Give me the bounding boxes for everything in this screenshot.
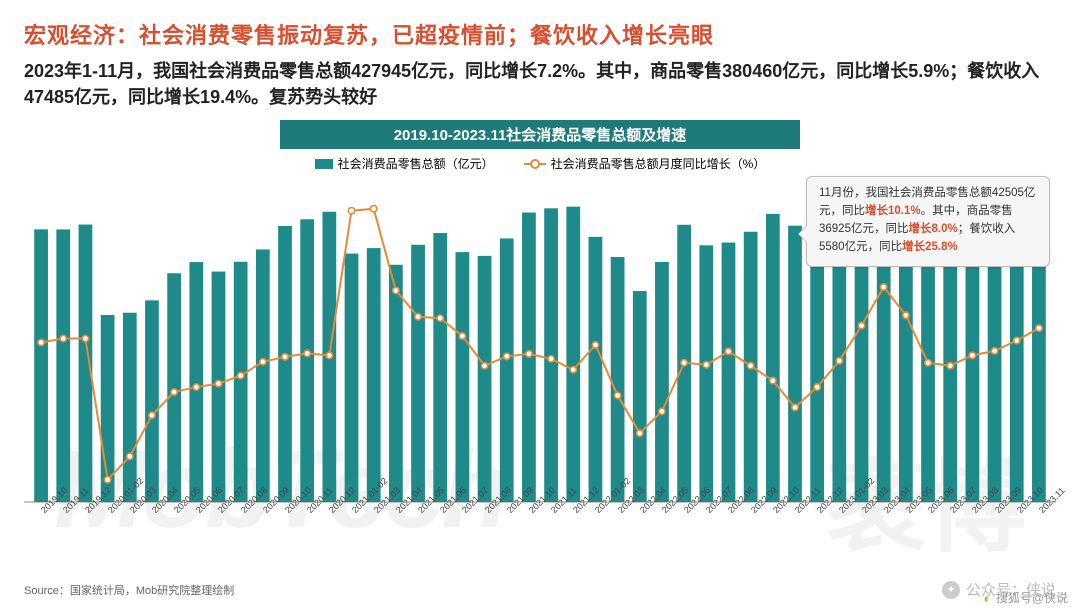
annotation-callout: 11月份，我国社会消费品零售总额42505亿元，同比增长10.1%。其中，商品零… <box>806 176 1050 267</box>
note-h2: 增长8.0% <box>908 223 957 235</box>
chart-legend: 社会消费品零售总额（亿元） 社会消费品零售总额月度同比增长（%） <box>24 155 1056 172</box>
chart-area: MobTech 袤博 11月份，我国社会消费品零售总额42505亿元，同比增长1… <box>24 176 1056 556</box>
note-h3: 增长25.8% <box>902 241 958 253</box>
legend-bar-label: 社会消费品零售总额（亿元） <box>338 155 494 172</box>
wechat-icon: ✦ <box>942 581 960 599</box>
source-label: Source： <box>24 585 70 597</box>
note-h1: 增长10.1% <box>865 205 921 217</box>
line-swatch-icon <box>524 163 546 165</box>
bar-swatch-icon <box>315 159 333 169</box>
sohu-watermark: ◐ 搜狐号@侠说 <box>983 589 1068 606</box>
source-citation: Source：国家统计局，Mob研究院整理绘制 <box>24 582 234 598</box>
chart-title: 2019.10-2023.11社会消费品零售总额及增速 <box>280 120 800 149</box>
legend-line-label: 社会消费品零售总额月度同比增长（%） <box>551 155 766 172</box>
page-subtitle: 2023年1-11月，我国社会消费品零售总额427945亿元，同比增长7.2%。… <box>24 58 1056 110</box>
sohu-text: 搜狐号@侠说 <box>996 589 1068 606</box>
sohu-icon: ◐ <box>983 590 991 606</box>
x-axis-labels: 2019.102019.112019.122020.01-022020.0320… <box>24 502 1056 556</box>
source-text: 国家统计局，Mob研究院整理绘制 <box>70 585 234 597</box>
page-title-red: 宏观经济：社会消费零售振动复苏，已超疫情前；餐饮收入增长亮眼 <box>24 18 1056 50</box>
legend-bar: 社会消费品零售总额（亿元） <box>315 155 494 172</box>
legend-line: 社会消费品零售总额月度同比增长（%） <box>524 155 766 172</box>
